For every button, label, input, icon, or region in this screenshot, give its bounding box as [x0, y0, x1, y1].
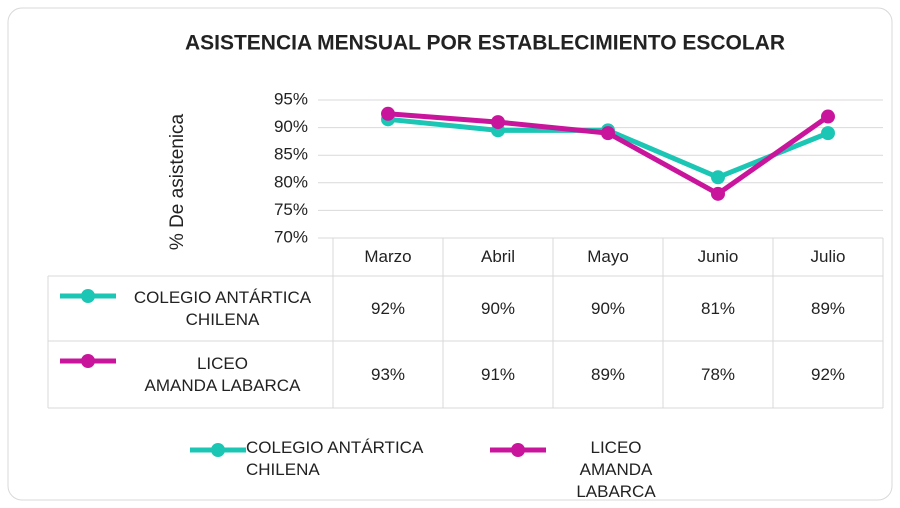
series-marker [711, 186, 725, 201]
table-value: 91% [480, 364, 516, 384]
legend-marker [211, 443, 225, 457]
chart-frame [7, 7, 893, 501]
table-value: 89% [810, 298, 846, 318]
legend-label: COLEGIO ANTÁRTICA CHILENA [246, 438, 424, 479]
series-marker [491, 115, 505, 130]
table-value: 93% [370, 364, 406, 384]
x-tick-label: Julio [810, 247, 846, 266]
table-series-name: LICEO AMANDA LABARCA [144, 353, 301, 395]
x-tick-label: Junio [697, 247, 739, 266]
legend-marker [81, 289, 95, 303]
y-tick-label: 80% [274, 172, 308, 191]
legend-marker [81, 354, 95, 368]
table-value: 90% [480, 298, 516, 318]
x-tick-label: Marzo [364, 247, 412, 266]
y-tick-label: 90% [274, 117, 308, 136]
y-tick-label: 75% [274, 200, 308, 219]
table-value: 92% [810, 364, 846, 384]
table-value: 90% [590, 298, 626, 318]
chart-title: ASISTENCIA MENSUAL POR ESTABLECIMIENTO E… [185, 32, 785, 55]
series-marker [381, 106, 395, 121]
table-value: 78% [700, 364, 736, 384]
x-tick-label: Mayo [587, 247, 629, 266]
series-marker [821, 109, 835, 124]
legend-label: LICEO AMANDA LABARCA [576, 438, 655, 501]
x-tick-label: Abril [480, 247, 515, 266]
y-tick-label: 70% [274, 227, 308, 246]
table-value: 92% [370, 298, 406, 318]
series-marker [711, 170, 725, 185]
series-marker [821, 126, 835, 141]
y-tick-label: 95% [274, 89, 308, 108]
y-axis-label: % De asistenica [167, 113, 188, 250]
series-marker [601, 126, 615, 141]
table-value: 89% [590, 364, 626, 384]
legend-marker [511, 443, 525, 457]
table-value: 81% [700, 298, 736, 318]
y-tick-label: 85% [274, 145, 308, 164]
table-series-name: COLEGIO ANTÁRTICA CHILENA [133, 287, 312, 329]
